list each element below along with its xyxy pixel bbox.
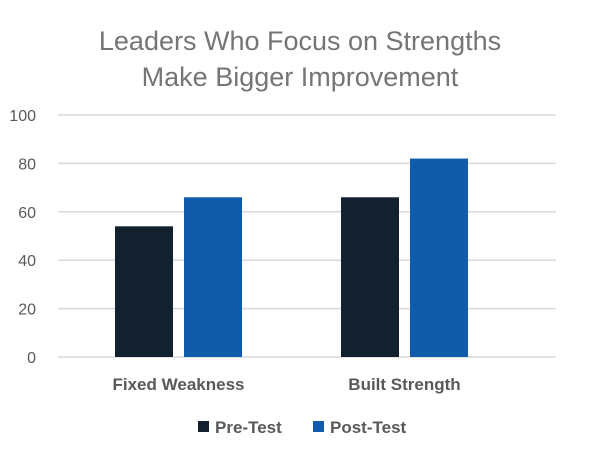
bar-pre-test (341, 197, 399, 357)
chart-title-line-2: Make Bigger Improvement (142, 62, 459, 92)
x-category-label: Built Strength (348, 375, 460, 394)
y-tick-label: 20 (18, 302, 36, 319)
y-tick-label: 40 (18, 253, 36, 270)
bar-post-test (184, 197, 242, 357)
legend-swatch (198, 421, 209, 432)
legend-swatch (313, 421, 324, 432)
legend-label: Post-Test (330, 418, 407, 437)
y-tick-label: 80 (18, 156, 36, 173)
legend-label: Pre-Test (215, 418, 282, 437)
y-tick-label: 60 (18, 205, 36, 222)
y-tick-label: 0 (27, 350, 36, 367)
bar-pre-test (115, 226, 173, 357)
y-tick-label: 100 (9, 108, 36, 125)
bar-post-test (410, 158, 468, 357)
chart-title-line-1: Leaders Who Focus on Strengths (99, 26, 501, 56)
x-category-label: Fixed Weakness (113, 375, 245, 394)
